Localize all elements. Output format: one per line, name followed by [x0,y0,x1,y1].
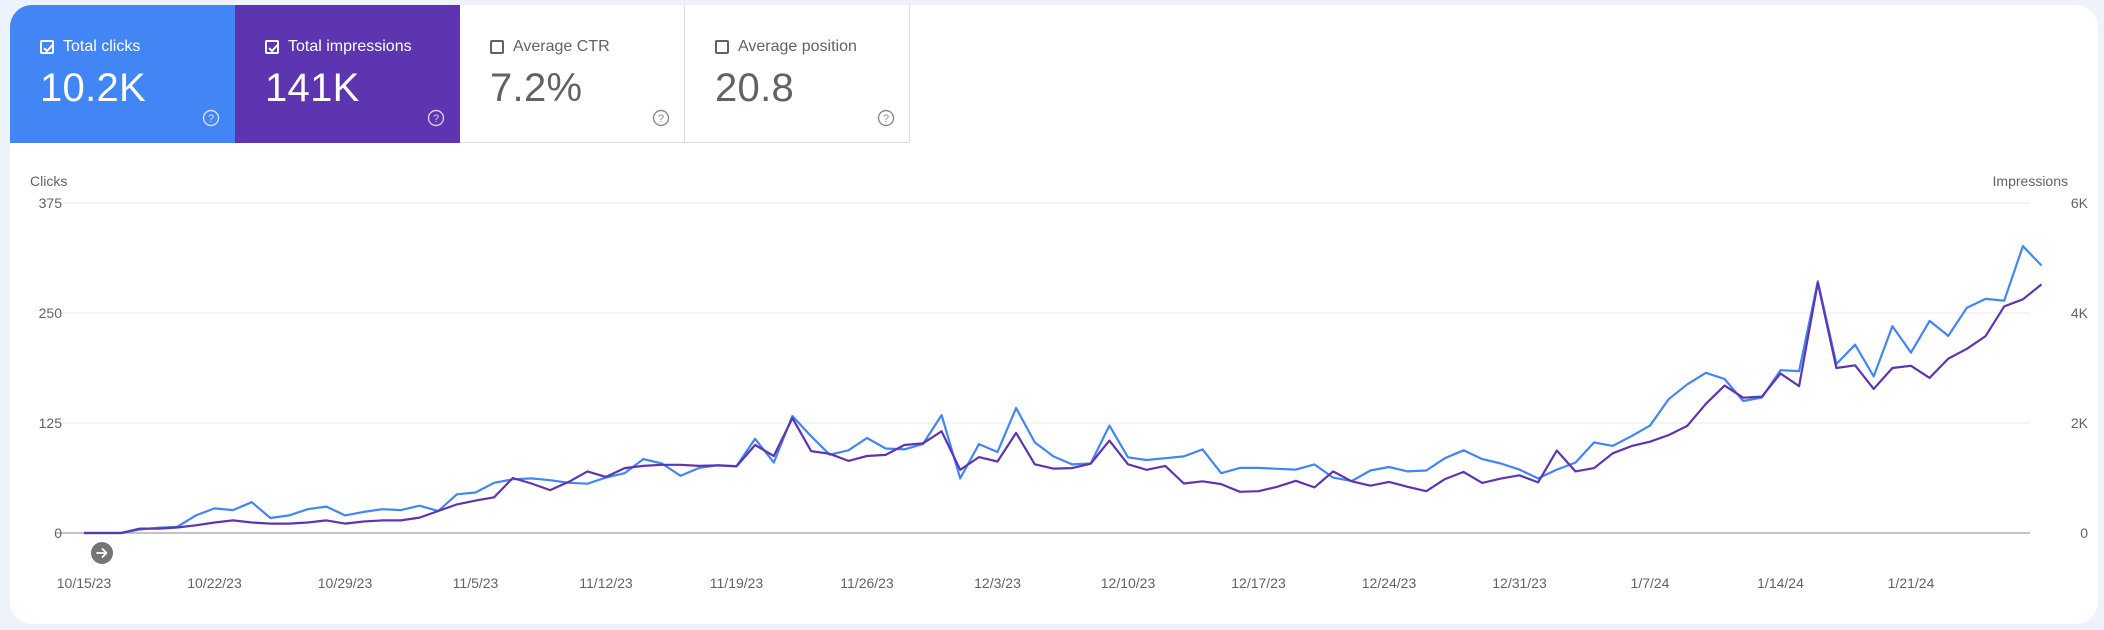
help-circle-icon[interactable]: ? [427,109,445,127]
checkbox-total-impressions[interactable] [265,40,279,54]
metric-value: 7.2% [490,66,583,110]
svg-text:?: ? [433,113,439,125]
metric-total-clicks[interactable]: Total clicks 10.2K ? [10,5,235,143]
left-axis-tick-label: 375 [39,195,63,211]
x-axis-tick-label: 10/15/23 [57,575,112,591]
x-axis-tick-label: 11/26/23 [840,575,894,591]
checkbox-total-clicks[interactable] [40,40,54,54]
x-axis-tick-label: 1/7/24 [1631,575,1670,591]
x-axis-tick-label: 11/5/23 [453,575,499,591]
metric-label: Total impressions [288,38,412,55]
x-axis-tick-label: 12/10/23 [1101,575,1156,591]
x-axis-tick-label: 12/3/23 [974,575,1021,591]
x-axis-tick-label: 1/21/24 [1888,575,1935,591]
svg-text:?: ? [208,113,214,125]
left-axis-tick-label: 250 [39,305,63,321]
left-axis-tick-label: 0 [54,525,62,541]
metric-label: Average position [738,38,857,55]
checkbox-average-position[interactable] [715,40,729,54]
metric-value: 141K [265,66,360,110]
right-axis-tick-label: 2K [2071,415,2089,431]
metric-label: Average CTR [513,38,610,55]
x-axis-tick-label: 12/24/23 [1362,575,1417,591]
metric-average-ctr[interactable]: Average CTR 7.2% ? [460,5,685,143]
performance-card: Total clicks 10.2K ? Total impressions 1… [10,5,2098,624]
left-axis-title: Clicks [30,173,68,189]
series-line-clicks [84,245,2043,535]
metric-value: 10.2K [40,66,147,110]
x-axis-tick-label: 10/22/23 [187,575,242,591]
right-axis-title: Impressions [1992,173,2068,189]
help-circle-icon[interactable]: ? [652,109,670,127]
series-line-impressions [84,281,2043,535]
arrow-right-icon [96,548,108,558]
x-axis-tick-label: 1/14/24 [1757,575,1804,591]
right-axis-tick-label: 4K [2071,305,2089,321]
annotation-button[interactable] [91,542,113,564]
right-axis-tick-label: 6K [2071,195,2089,211]
svg-text:?: ? [883,113,889,125]
metric-average-position[interactable]: Average position 20.8 ? [685,5,910,143]
metric-label: Total clicks [63,38,141,55]
metric-total-impressions[interactable]: Total impressions 141K ? [235,5,460,143]
check-icon [268,44,279,53]
help-circle-icon[interactable]: ? [202,109,220,127]
x-axis-tick-label: 12/31/23 [1492,575,1547,591]
left-axis-tick-label: 125 [39,415,63,431]
x-axis-tick-label: 11/12/23 [579,575,633,591]
x-axis-tick-label: 10/29/23 [318,575,373,591]
x-axis-tick-label: 12/17/23 [1231,575,1286,591]
right-axis-tick-label: 0 [2080,525,2088,541]
check-icon [43,44,54,53]
metric-value: 20.8 [715,66,795,110]
x-axis-tick-label: 11/19/23 [710,575,764,591]
svg-text:?: ? [658,113,664,125]
help-circle-icon[interactable]: ? [877,109,895,127]
checkbox-average-ctr[interactable] [490,40,504,54]
performance-chart: 375 6K 250 4K 125 2K 0 0 10/15/23 10/22/23 10/29/2… [39,195,2089,591]
metric-tabs: Total clicks 10.2K ? Total impressions 1… [10,5,910,143]
